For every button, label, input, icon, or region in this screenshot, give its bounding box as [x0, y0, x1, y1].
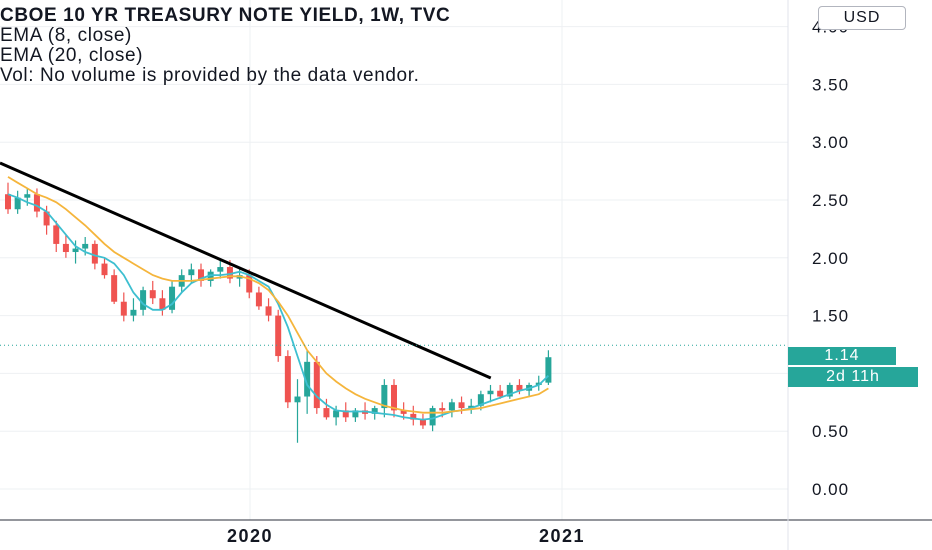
- time-tick-label: 2020: [227, 526, 273, 546]
- candle: [265, 298, 272, 322]
- price-tick-label: 2.50: [812, 191, 849, 210]
- candle: [506, 382, 513, 399]
- candle: [545, 350, 552, 385]
- symbol-title[interactable]: CBOE 10 YR TREASURY NOTE YIELD, 1W, TVC: [0, 5, 451, 26]
- ema-slow-legend[interactable]: EMA (20, close): [0, 45, 144, 66]
- price-tick-label: 0.50: [812, 422, 849, 441]
- price-tick-label: 3.00: [812, 133, 849, 152]
- candle: [62, 234, 69, 258]
- price-axis-labels: 4.003.503.002.502.001.500.500.00: [812, 18, 849, 499]
- candle: [72, 240, 79, 264]
- candle: [391, 379, 397, 418]
- candle: [352, 408, 359, 422]
- candle: [5, 182, 11, 214]
- candle: [516, 379, 523, 395]
- ema-slow-line: [7, 176, 549, 414]
- last-price-tag: 1.14: [788, 347, 896, 365]
- candle: [294, 379, 301, 443]
- ema-fast-legend[interactable]: EMA (8, close): [0, 25, 132, 46]
- candle: [130, 298, 137, 322]
- price-tick-label: 2.00: [812, 249, 849, 268]
- candle: [159, 290, 166, 316]
- price-tick-label: 0.00: [812, 480, 849, 499]
- time-tick-label: 2021: [539, 526, 585, 546]
- candle: [313, 356, 320, 414]
- candle: [188, 263, 195, 284]
- candle: [149, 280, 156, 305]
- candle: [101, 257, 108, 279]
- candle: [410, 405, 417, 426]
- candle: [198, 263, 204, 287]
- price-tick-label: 1.50: [812, 307, 849, 326]
- candles: [5, 182, 552, 443]
- candle: [468, 398, 475, 414]
- candle: [477, 390, 484, 411]
- candle: [53, 220, 60, 253]
- candle: [487, 384, 494, 403]
- candle: [255, 286, 262, 310]
- candle: [381, 379, 388, 418]
- price-tick-label: 3.50: [812, 75, 849, 94]
- trendline-group[interactable]: [0, 161, 492, 380]
- chart-legend: CBOE 10 YR TREASURY NOTE YIELD, 1W, TVC …: [0, 6, 450, 86]
- trendline[interactable]: [0, 161, 492, 380]
- currency-button[interactable]: USD: [818, 6, 906, 30]
- candle: [419, 413, 426, 429]
- candle: [333, 405, 340, 426]
- candle: [120, 292, 127, 322]
- time-axis-labels: 2020 2021: [227, 526, 585, 546]
- candle: [169, 280, 176, 314]
- candle: [140, 286, 147, 316]
- candle: [448, 398, 455, 418]
- candle: [111, 269, 118, 305]
- candle: [323, 398, 330, 420]
- volume-note: Vol: No volume is provided by the data v…: [0, 65, 420, 86]
- candle: [275, 309, 282, 362]
- candle: [14, 190, 21, 214]
- bar-countdown-tag: 2d 11h: [788, 367, 918, 387]
- candle: [497, 384, 504, 399]
- ema-lines: [7, 176, 550, 421]
- candle: [284, 350, 291, 409]
